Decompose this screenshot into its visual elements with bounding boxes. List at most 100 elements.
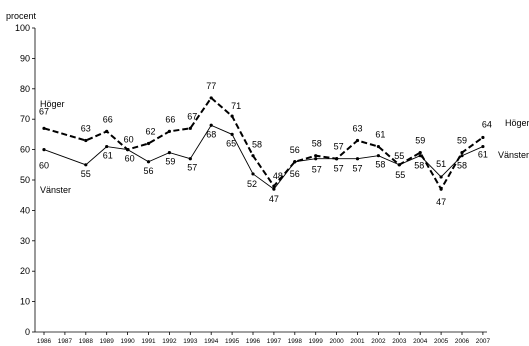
data-label: 67 (39, 106, 49, 116)
data-label: 58 (312, 139, 322, 149)
data-point (376, 144, 380, 149)
y-tick-label: 20 (20, 266, 30, 276)
data-label: 60 (124, 135, 134, 145)
y-tick-label: 90 (20, 53, 30, 63)
data-label: 58 (457, 161, 467, 171)
data-point (105, 144, 109, 149)
x-tick-label: 1989 (100, 338, 115, 345)
data-point (314, 154, 318, 158)
data-label: 47 (436, 197, 446, 207)
y-tick-label: 40 (20, 205, 30, 215)
data-point (42, 148, 46, 152)
data-point (439, 187, 443, 191)
y-tick-label: 70 (20, 114, 30, 124)
data-point (42, 126, 46, 130)
data-point (209, 123, 213, 127)
data-point (146, 160, 151, 164)
data-point (84, 138, 88, 143)
series-name-left: Vänster (40, 185, 71, 195)
data-point (188, 157, 192, 161)
data-label: 58 (414, 161, 424, 171)
x-tick-label: 1987 (58, 338, 73, 345)
x-tick-label: 1993 (183, 338, 198, 345)
data-label: 56 (143, 166, 153, 176)
x-tick-label: 1991 (141, 338, 156, 345)
x-tick-label: 2001 (350, 338, 365, 345)
data-label: 51 (436, 159, 446, 169)
data-label: 58 (252, 140, 262, 150)
series-name-right: Höger (505, 118, 529, 128)
data-point (167, 151, 171, 155)
data-label: 48 (273, 171, 283, 181)
data-point (251, 154, 255, 158)
data-label: 61 (103, 151, 113, 161)
x-tick-label: 1986 (37, 338, 52, 345)
data-point (146, 141, 151, 146)
data-label: 64 (482, 119, 492, 129)
x-tick-label: 1988 (79, 338, 94, 345)
data-point (481, 135, 485, 140)
data-point (314, 157, 318, 161)
x-tick-label: 1992 (162, 338, 177, 345)
data-point (188, 126, 192, 130)
x-tick-label: 1997 (267, 338, 282, 345)
data-label: 66 (165, 114, 175, 124)
data-label: 60 (39, 161, 49, 171)
y-tick-label: 10 (20, 297, 30, 307)
x-tick-label: 2000 (329, 338, 344, 345)
series-name-left: Höger (40, 99, 65, 109)
data-point (439, 175, 443, 179)
data-label: 59 (457, 136, 467, 146)
data-label: 47 (269, 194, 279, 204)
y-tick-label: 50 (20, 175, 30, 185)
x-tick-label: 1998 (288, 338, 303, 345)
data-point (230, 114, 234, 118)
data-point (105, 129, 109, 133)
data-label: 63 (81, 123, 91, 133)
x-tick-label: 2006 (455, 338, 470, 345)
x-tick-label: 1996 (246, 338, 261, 345)
data-label: 55 (81, 169, 91, 179)
data-point (481, 144, 485, 149)
data-point (84, 163, 88, 167)
data-label: 52 (247, 179, 257, 189)
data-label: 57 (312, 165, 322, 175)
data-label: 55 (395, 170, 405, 180)
data-point (167, 129, 171, 133)
data-point (355, 157, 360, 161)
data-label: 60 (125, 154, 135, 164)
data-label: 59 (165, 157, 175, 167)
data-label: 58 (375, 160, 385, 170)
data-point (209, 96, 213, 100)
data-label: 57 (352, 164, 362, 174)
data-point (335, 157, 339, 161)
data-point (293, 160, 297, 164)
data-point (376, 154, 380, 158)
x-tick-label: 1990 (120, 338, 135, 345)
data-label: 68 (206, 129, 216, 139)
data-point (418, 154, 422, 158)
data-labels: 67 63 66 60 62 66 67 77 71 58 48 56 58 57 63 61 55 59 47 59… (39, 81, 492, 207)
y-tick-label: 30 (20, 236, 30, 246)
data-label: 67 (187, 111, 197, 121)
x-tick-label: 2007 (476, 338, 491, 345)
data-label: 66 (103, 114, 113, 124)
y-tick-label: 100 (15, 23, 30, 33)
series-name-right: Vänster (498, 150, 529, 160)
data-point (460, 154, 464, 158)
x-tick-label: 2005 (434, 338, 449, 345)
x-tick-label: 1995 (225, 338, 240, 345)
x-tick-label: 2002 (371, 338, 386, 345)
x-tick-label: 1994 (204, 338, 219, 345)
data-point (460, 151, 464, 155)
data-label: 57 (334, 142, 344, 152)
data-point (418, 151, 422, 155)
series-labels: Höger Höger Vänster Vänster (40, 99, 529, 195)
data-label: 57 (334, 164, 344, 174)
x-axis-ticks: 1986 1987 1988 1989 1990 1991 1992 1993 1994 1995… (37, 332, 491, 345)
data-label: 63 (352, 123, 362, 133)
data-label: 57 (187, 163, 197, 173)
data-label: 56 (290, 145, 300, 155)
